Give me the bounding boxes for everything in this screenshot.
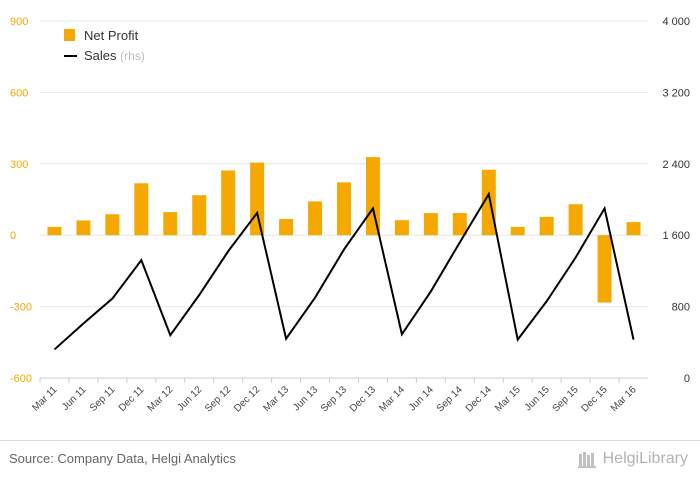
y-left-tick-label: 600 (10, 87, 28, 99)
bar-net-profit (365, 157, 380, 236)
library-icon (577, 452, 596, 468)
y-right-tick-label: 0 (684, 373, 690, 385)
bar-net-profit (163, 212, 178, 236)
x-tick-label: Jun 11 (60, 384, 89, 413)
bar-net-profit (47, 226, 62, 236)
y-left-tick-label: 0 (10, 230, 16, 242)
bar-net-profit (452, 213, 467, 236)
x-tick-label: Sep 13 (319, 384, 349, 414)
bars-net-profit (47, 157, 641, 303)
brand-logo[interactable]: HelgiLibrary (577, 450, 688, 468)
bar-net-profit (626, 222, 641, 236)
y-left-tick-label: 300 (10, 159, 28, 171)
x-axis: Mar 11 Jun 11 Sep 11 Dec 11 Mar 12 Jun 12Sep … (30, 377, 648, 415)
bar-net-profit (279, 219, 294, 236)
brand-name: HelgiLibrary (602, 450, 688, 467)
x-tick-label: Mar 11 (30, 384, 60, 414)
bar-net-profit (308, 201, 323, 236)
source-note: Source: Company Data, Helgi Analytics (9, 451, 236, 466)
bar-net-profit (539, 216, 554, 236)
y-axis-right: 4 000 3 200 2 400 1 600 800 0 (662, 16, 690, 385)
bar-net-profit (568, 204, 583, 236)
x-tick-label: Sep 12 (203, 384, 233, 414)
bar-net-profit (192, 195, 207, 236)
x-tick-label: Mar 14 (377, 384, 407, 414)
x-tick-label: Mar 16 (609, 384, 639, 414)
y-right-tick-label: 1 600 (662, 230, 690, 242)
bar-net-profit (250, 162, 265, 236)
bar-net-profit (423, 213, 438, 236)
bar-net-profit (76, 220, 91, 236)
footer: Source: Company Data, Helgi Analytics He… (0, 440, 700, 483)
bar-net-profit (510, 226, 525, 236)
legend: Net Profit Sales (rhs) (64, 28, 145, 63)
y-right-tick-label: 800 (672, 302, 690, 314)
bar-net-profit (105, 214, 120, 236)
x-tick-label: Sep 15 (551, 384, 581, 414)
bar-net-profit (337, 182, 351, 236)
x-tick-label: Dec 11 (117, 384, 147, 414)
x-tick-label: Mar 13 (261, 384, 291, 414)
bar-net-profit (221, 170, 236, 236)
x-tick-label: Jun 15 (523, 384, 552, 413)
legend-label-sales-name: Sales (84, 48, 117, 63)
y-right-tick-label: 2 400 (662, 159, 690, 171)
x-tick-label: Jun 13 (291, 384, 320, 413)
y-left-tick-label: -600 (10, 373, 32, 385)
y-left-tick-label: 900 (10, 16, 28, 28)
y-right-tick-label: 3 200 (662, 87, 690, 99)
y-right-tick-label: 4 000 (662, 16, 690, 28)
bar-net-profit (481, 169, 496, 236)
x-tick-label: Dec 15 (580, 384, 610, 414)
legend-label-rhs: (rhs) (120, 49, 145, 63)
footer-divider (0, 440, 700, 441)
y-axis-left: 900 600 300 0 -300 -600 (10, 16, 32, 385)
x-tick-label: Dec 13 (348, 384, 378, 414)
chart-area: 900 600 300 0 -300 -600 4 000 3 200 2 400 1 600 8… (10, 16, 690, 415)
bar-net-profit (134, 183, 149, 236)
legend-swatch-net-profit (64, 29, 75, 41)
line-sales (53, 191, 635, 351)
bar-net-profit (394, 220, 409, 236)
x-tick-label: Jun 12 (175, 384, 204, 413)
legend-label-net-profit: Net Profit (84, 28, 139, 43)
legend-label-sales: Sales (rhs) (84, 48, 145, 63)
x-tick-label: Dec 12 (232, 384, 262, 414)
x-tick-label: Sep 11 (88, 384, 118, 414)
x-tick-label: Sep 14 (435, 384, 465, 414)
x-tick-label: Dec 14 (464, 384, 494, 414)
bar-net-profit (597, 235, 612, 303)
x-tick-label: Mar 15 (493, 384, 523, 414)
x-tick-label: Jun 14 (407, 384, 436, 413)
y-left-tick-label: -300 (10, 302, 32, 314)
x-tick-label: Mar 12 (146, 384, 176, 414)
